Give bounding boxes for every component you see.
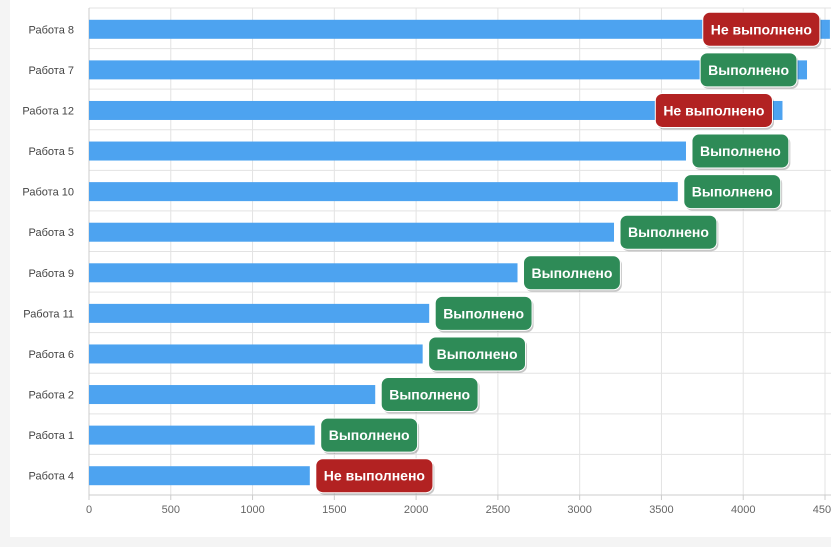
bar: [89, 100, 783, 120]
status-badge-box: [380, 377, 479, 413]
status-badge-label: Не выполнено: [324, 468, 425, 484]
category-label: Работа 1: [29, 430, 74, 442]
status-badge: Не выполнено: [702, 11, 822, 49]
status-badge: Выполнено: [428, 336, 528, 373]
status-badge: Выполнено: [691, 133, 791, 171]
status-badge-label: Выполнено: [708, 62, 789, 78]
chart-container: Работа 8 Работа 7 Работа 12 Работа 5 Работа …: [10, 0, 831, 537]
status-badge-box: [683, 174, 782, 210]
bar: [89, 303, 430, 323]
status-badge: Выполнено: [380, 377, 480, 414]
x-tick-label: 0: [86, 504, 92, 516]
status-badge-label: Выполнено: [437, 346, 518, 362]
x-tick-label: 500: [162, 504, 180, 516]
status-badges: Не выполнено Выполнено Не выполнено Выполне…: [315, 11, 822, 495]
x-tick-label: 3000: [567, 504, 591, 516]
category-label: Работа 4: [29, 471, 74, 483]
bar: [89, 19, 830, 39]
category-labels: Работа 8 Работа 7 Работа 12 Работа 5 Работа …: [22, 24, 74, 482]
status-badge-label: Выполнено: [329, 427, 410, 443]
category-label: Работа 11: [23, 308, 74, 320]
bar: [89, 344, 423, 364]
category-label: Работа 12: [22, 105, 74, 117]
status-badge-label: Выполнено: [389, 387, 470, 403]
bar: [89, 385, 376, 405]
bar: [89, 263, 518, 283]
bar: [89, 222, 615, 242]
status-badge: Не выполнено: [654, 92, 774, 130]
x-tick-label: 2500: [486, 504, 510, 516]
category-label: Работа 6: [29, 349, 74, 361]
status-badge-label: Не выполнено: [711, 21, 812, 37]
status-badge-box: [320, 417, 419, 453]
x-tick-label: 4500: [813, 504, 831, 516]
status-badge-label: Выполнено: [692, 184, 773, 200]
status-badge: Выполнено: [699, 52, 799, 89]
status-badge-box: [691, 133, 790, 169]
status-badge-label: Выполнено: [532, 265, 613, 281]
grid-lines: [88, 7, 831, 500]
status-badge-box: [523, 255, 621, 291]
category-label: Работа 8: [29, 24, 74, 36]
bar-chart: Работа 8 Работа 7 Работа 12 Работа 5 Работа …: [22, 7, 831, 516]
x-axis-ticks: 0 500 1000 1500 2000 2500 3000 3500 4000 4500: [86, 504, 831, 516]
status-badge-box: [315, 458, 434, 494]
status-badge-label: Выполнено: [700, 143, 781, 159]
status-badge-box: [654, 92, 773, 128]
status-badge: Выполнено: [434, 295, 534, 333]
bars: [89, 19, 830, 486]
category-label: Работа 10: [22, 187, 74, 199]
bar: [89, 182, 678, 202]
bar: [89, 141, 686, 161]
status-badge-label: Не выполнено: [663, 102, 764, 118]
status-badge-box: [702, 11, 821, 47]
category-label: Работа 5: [29, 146, 74, 158]
bar: [89, 425, 315, 445]
status-badge: Выполнено: [320, 417, 420, 455]
status-badge: Не выполнено: [315, 458, 435, 495]
status-badge-label: Выполнено: [628, 224, 709, 240]
category-label: Работа 2: [29, 390, 74, 402]
category-label: Работа 3: [29, 227, 74, 239]
status-badge-label: Выполнено: [443, 305, 524, 321]
category-label: Работа 9: [29, 268, 74, 280]
x-tick-label: 2000: [404, 504, 428, 516]
x-tick-label: 1000: [240, 504, 264, 516]
x-tick-label: 1500: [322, 504, 346, 516]
x-tick-label: 3500: [649, 504, 673, 516]
category-label: Работа 7: [29, 65, 74, 77]
status-badge: Выполнено: [683, 174, 783, 211]
status-badge-box: [428, 336, 527, 372]
status-badge: Выполнено: [619, 214, 719, 252]
status-badge-box: [699, 52, 798, 88]
bar: [89, 466, 310, 486]
x-tick-label: 4000: [731, 504, 755, 516]
bar: [89, 60, 808, 80]
status-badge: Выполнено: [523, 255, 622, 292]
status-badge-box: [619, 214, 718, 250]
status-badge-box: [434, 295, 533, 331]
